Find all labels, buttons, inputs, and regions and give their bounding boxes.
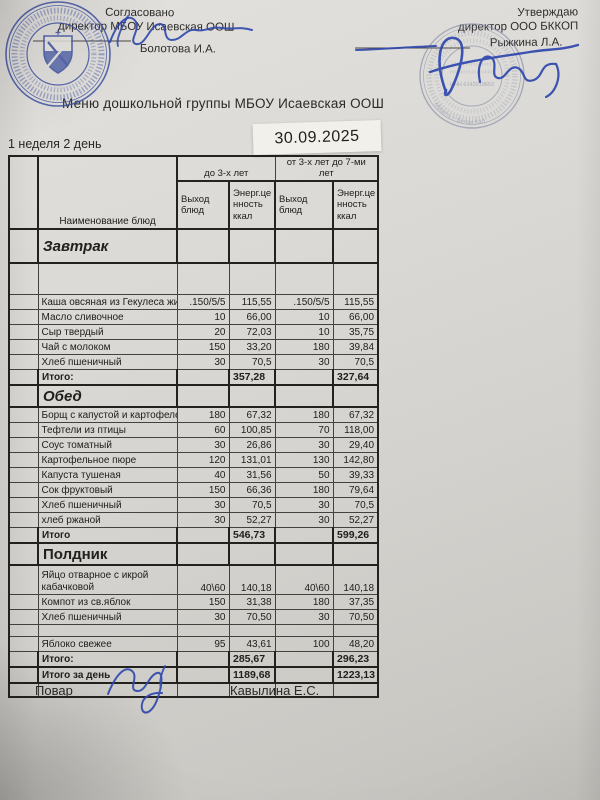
signature-kavylina bbox=[107, 665, 166, 714]
section-row-breakfast: Завтрак bbox=[8, 228, 380, 264]
total-energy-under3: 285,67 bbox=[227, 651, 277, 668]
energy-under3: 140,18 bbox=[228, 564, 276, 595]
table-row: Каша овсяная из Гекулеса жид .150/5/5 115… bbox=[8, 294, 379, 310]
week-day-label: 1 неделя 2 день bbox=[8, 137, 102, 151]
energy-under3: 26,86 bbox=[228, 437, 276, 453]
table-row: Яйцо отварное с икрой кабачковой 40\60 14… bbox=[8, 564, 379, 595]
stamp-rim-text-ring bbox=[434, 38, 510, 114]
table-row: Хлеб пшеничный 30 70,5 30 70,5 bbox=[8, 497, 379, 513]
col-header-out2: Выход блюд bbox=[274, 180, 335, 230]
table-row: Соус томатный 30 26,86 30 29,40 bbox=[8, 437, 379, 453]
page-title: Меню дошкольной группы МБОУ Исаевская ОО… bbox=[62, 96, 385, 111]
school-round-stamp bbox=[5, 1, 111, 107]
total-row-day: Итого за день 1189,68 1223,13 bbox=[8, 666, 380, 684]
signature-bolotova-flourish bbox=[116, 15, 129, 47]
stamp-rim-text-ring bbox=[426, 30, 518, 122]
section-title: Завтрак bbox=[37, 228, 178, 264]
section-title: Полдник bbox=[37, 542, 178, 566]
menu-table: Наименование блюд до 3-х лет от 3-х лет … bbox=[8, 155, 380, 698]
column-header-row: Выход блюд Энерг.це нность ккал Выход бл… bbox=[9, 180, 380, 230]
table-row: Тефтели из птицы 60 100,85 70 118,00 bbox=[8, 422, 379, 438]
table-row: Яблоко свежее 95 43,61 100 48,20 bbox=[8, 636, 379, 652]
portion-3to7: 100 bbox=[274, 636, 334, 652]
total-row-breakfast: Итого: 357,28 327,64 bbox=[8, 369, 380, 386]
col-header-out1: Выход блюд bbox=[176, 180, 230, 230]
total-energy-under3: 1189,68 bbox=[227, 666, 277, 684]
section-row-snack: Полдник bbox=[8, 542, 380, 566]
energy-under3: 43,61 bbox=[228, 636, 276, 652]
age-group-under3: до 3-х лет bbox=[176, 155, 276, 182]
energy-under3: 52,27 bbox=[228, 512, 276, 528]
dish-name-column-header: Наименование блюд bbox=[37, 155, 178, 230]
company-round-stamp: ИНН 6142019653 область г. Белая Кал bbox=[419, 23, 525, 129]
col-header-energy2: Энерг.це нность ккал bbox=[332, 180, 380, 230]
total-label: Итого за день bbox=[37, 666, 178, 684]
energy-under3: 70,5 bbox=[228, 354, 276, 370]
stamp-coat-of-arms bbox=[43, 30, 73, 74]
age-group-header-row: Наименование блюд до 3-х лет от 3-х лет … bbox=[8, 155, 379, 230]
energy-3to7: 48,20 bbox=[332, 636, 379, 652]
cook-role-label: Повар bbox=[35, 683, 73, 698]
stamp-inn-text: ИНН 6142019653 bbox=[450, 82, 494, 88]
table-row: хлеб ржаной 30 52,27 30 52,27 bbox=[8, 512, 379, 528]
energy-under3: 72,03 bbox=[228, 324, 276, 340]
energy-3to7: 70,5 bbox=[332, 354, 379, 370]
table-row: Капуста тушеная 40 31,56 50 39,33 bbox=[8, 467, 379, 483]
table-row: Борщ с капустой и картофелем 180 67,32 18… bbox=[8, 406, 379, 423]
signature-ryzhkina bbox=[355, 36, 580, 99]
stamp-center-text-lines bbox=[450, 62, 494, 74]
portion-under3: 30 bbox=[176, 512, 230, 528]
portion-under3: 40\60 bbox=[176, 564, 230, 595]
spacer-row bbox=[8, 682, 379, 698]
table-row: Чай с молоком 150 33,20 180 39,84 bbox=[8, 339, 379, 355]
section-title: Обед bbox=[37, 384, 178, 408]
total-energy-3to7: 296,23 bbox=[332, 651, 380, 668]
age-group-3to7: от 3-х лет до 7-ми лет bbox=[274, 155, 379, 182]
portion-3to7: 40\60 bbox=[274, 564, 334, 595]
table-row: Сок фруктовый 150 66,36 180 79,64 bbox=[8, 482, 379, 498]
signature-bolotova bbox=[109, 16, 253, 46]
table-row: Хлеб пшеничный 30 70,5 30 70,5 bbox=[8, 354, 379, 370]
total-row-lunch: Итого 546,73 599,26 bbox=[8, 527, 380, 544]
cook-name: Кавылина Е.С. bbox=[230, 683, 320, 698]
stamp-rim-text-ring bbox=[19, 15, 97, 93]
total-energy-3to7: 327,64 bbox=[332, 369, 380, 386]
total-row-snack: Итого: 285,67 296,23 bbox=[8, 651, 380, 668]
section-row-lunch: Обед bbox=[8, 384, 380, 408]
stamp-rim-text-ring bbox=[11, 7, 105, 101]
table-row: Масло сливочное 10 66,00 10 66,00 bbox=[8, 309, 379, 325]
table-row: Компот из св.яблок 150 31,38 180 37,35 bbox=[8, 594, 379, 610]
energy-3to7: 52,27 bbox=[332, 512, 379, 528]
energy-3to7: 140,18 bbox=[332, 564, 379, 595]
total-energy-3to7: 1223,13 bbox=[332, 666, 380, 684]
total-label: Итого: bbox=[37, 651, 178, 668]
spacer-row bbox=[8, 624, 379, 637]
col-header-energy1: Энерг.це нность ккал bbox=[227, 180, 277, 230]
